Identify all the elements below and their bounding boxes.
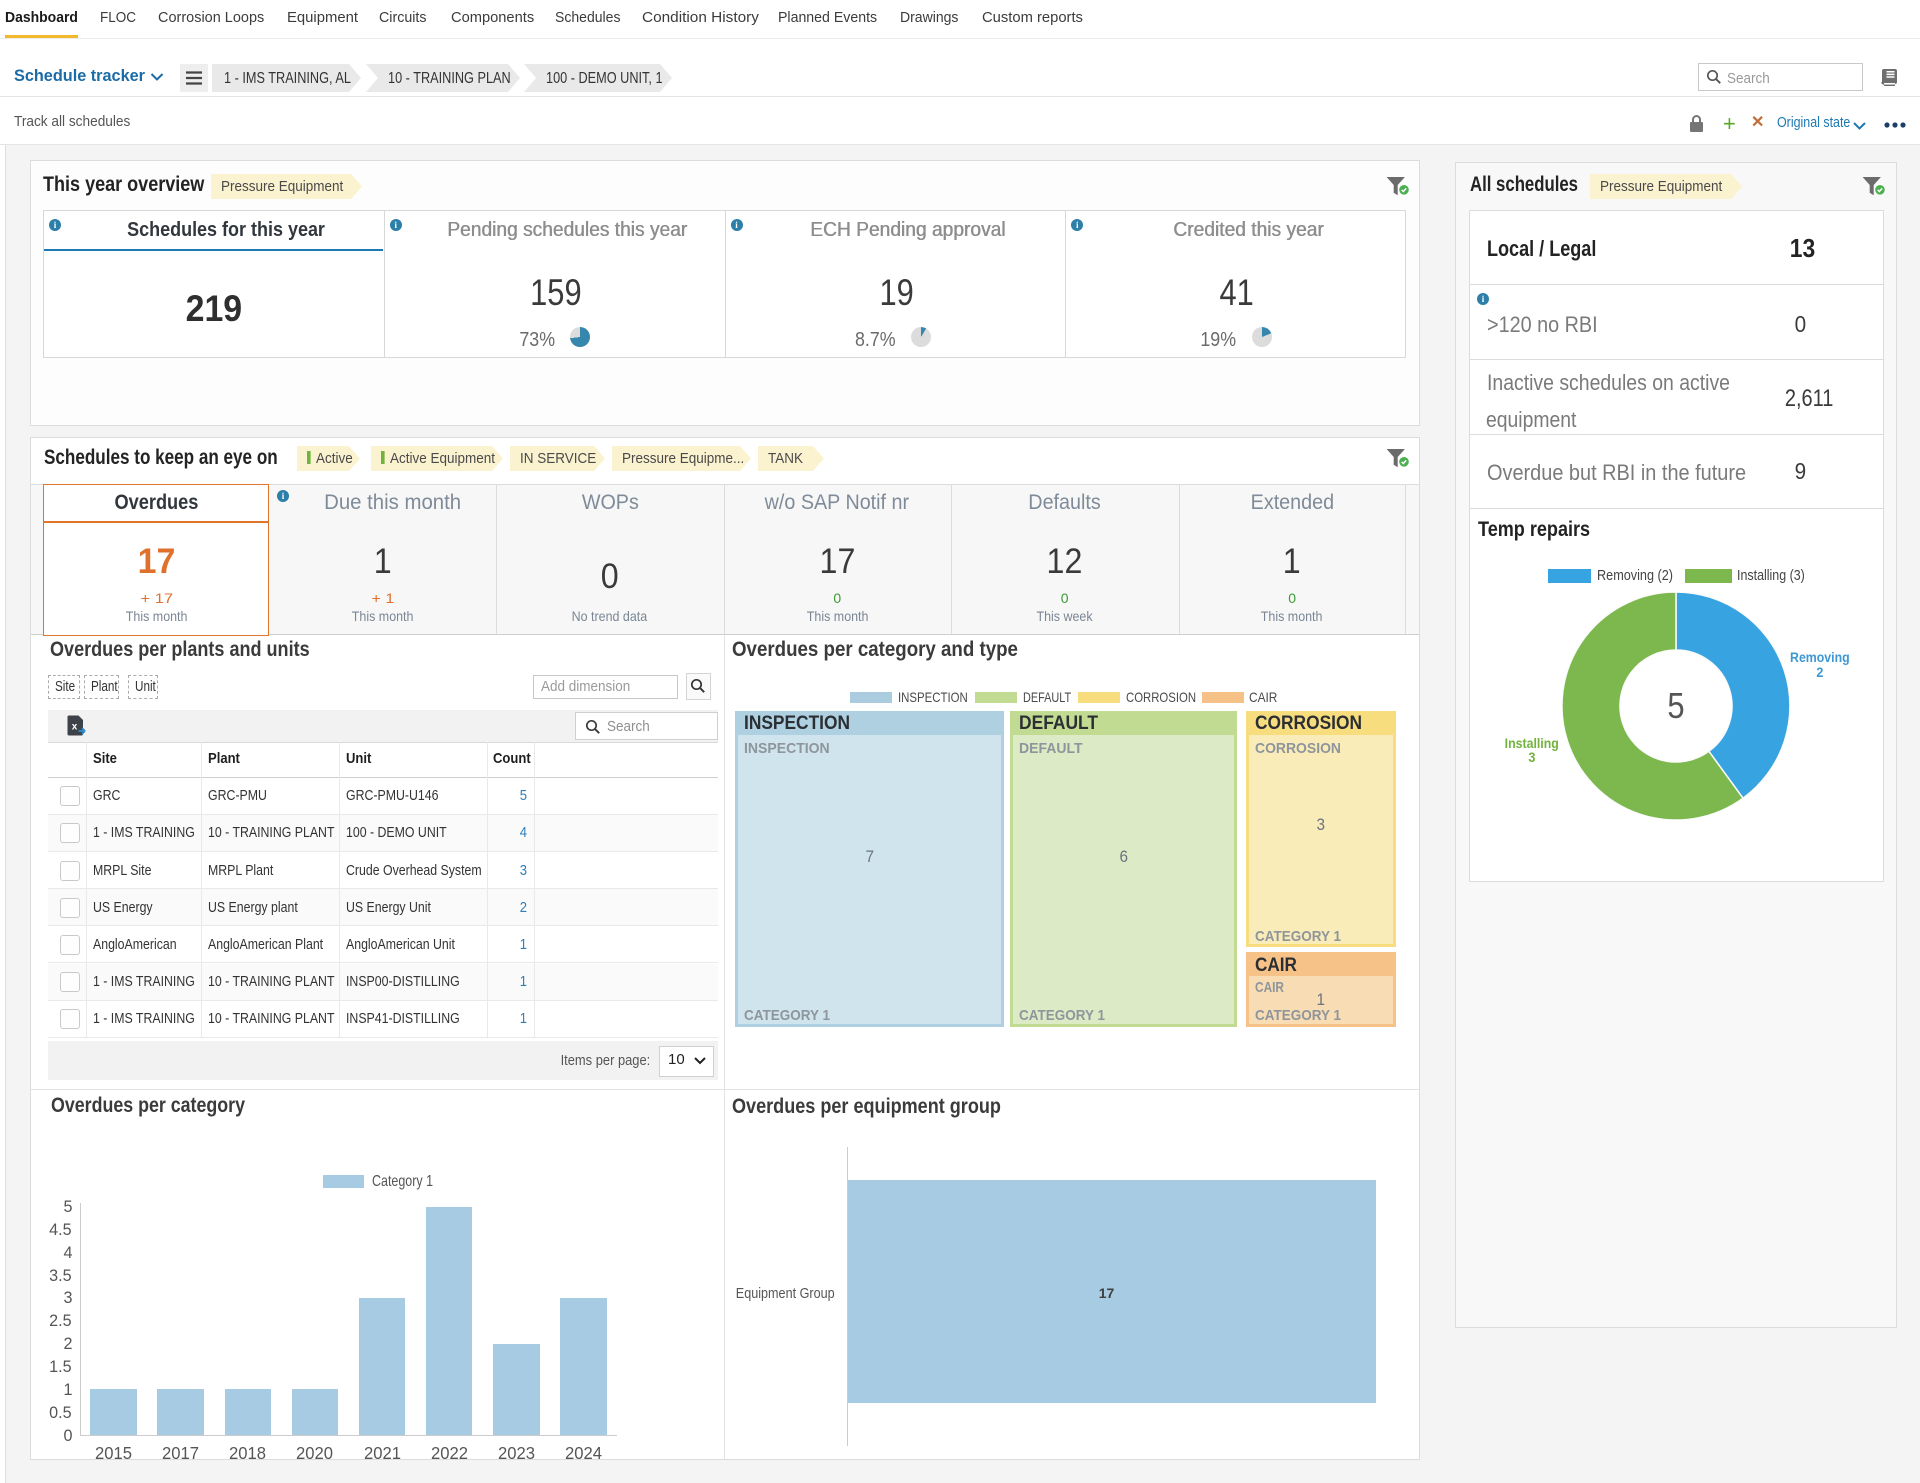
svg-text:x: x [72,722,78,733]
